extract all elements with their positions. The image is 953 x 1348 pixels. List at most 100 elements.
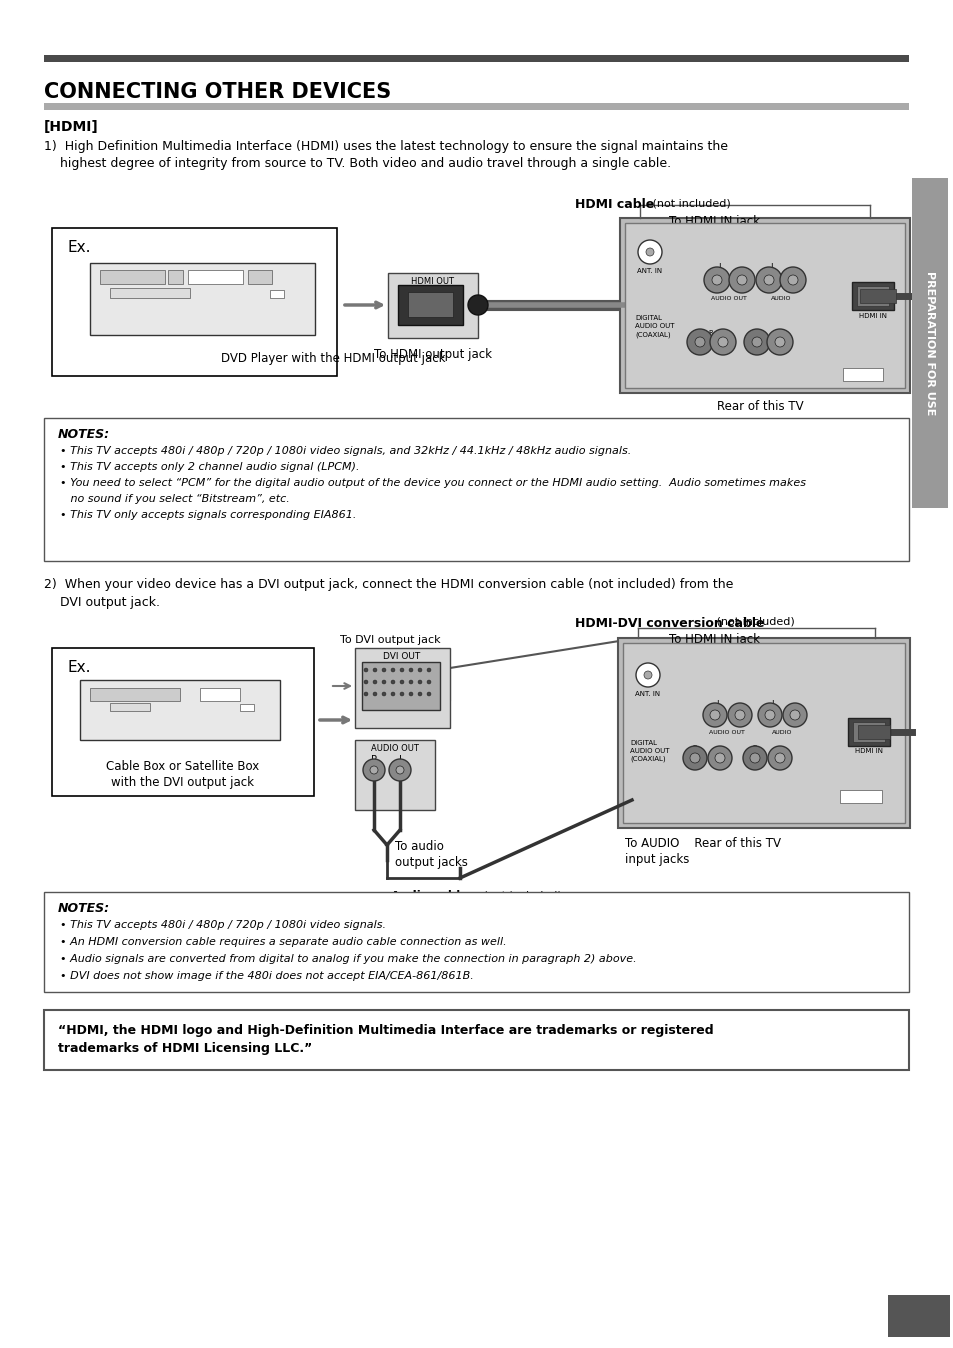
Circle shape [381, 669, 386, 673]
Text: output jacks: output jacks [395, 856, 467, 869]
Text: To AUDIO    Rear of this TV: To AUDIO Rear of this TV [624, 837, 781, 851]
Circle shape [709, 710, 720, 720]
Circle shape [373, 692, 376, 696]
Bar [388, 274, 477, 338]
Circle shape [718, 337, 727, 346]
Bar [856, 286, 888, 306]
Text: AUDIO OUT: AUDIO OUT [710, 297, 746, 301]
Bar [397, 284, 462, 325]
Text: To HDMI output jack: To HDMI output jack [374, 348, 492, 361]
Circle shape [727, 704, 751, 727]
Circle shape [782, 704, 806, 727]
Circle shape [749, 754, 760, 763]
Text: Ex.: Ex. [68, 661, 91, 675]
Circle shape [427, 669, 431, 673]
Bar [840, 790, 882, 803]
Bar [852, 723, 884, 741]
Circle shape [703, 267, 729, 293]
Text: To audio: To audio [395, 840, 443, 853]
Circle shape [682, 745, 706, 770]
Circle shape [767, 745, 791, 770]
Text: ANT. IN: ANT. IN [637, 268, 662, 274]
Bar [857, 725, 889, 739]
Circle shape [645, 248, 654, 256]
Text: [HDMI]: [HDMI] [44, 120, 99, 133]
Bar [618, 638, 909, 828]
Text: • This TV accepts 480i / 480p / 720p / 1080i video signals, and 32kHz / 44.1kHz : • This TV accepts 480i / 480p / 720p / 1… [60, 446, 631, 456]
Text: • This TV accepts 480i / 480p / 720p / 1080i video signals.: • This TV accepts 480i / 480p / 720p / 1… [60, 919, 386, 930]
Text: AUDIO OUT: AUDIO OUT [635, 324, 674, 329]
Bar [270, 290, 284, 298]
Bar [240, 704, 253, 710]
Bar [859, 288, 895, 303]
Text: AUDIO OUT: AUDIO OUT [629, 748, 669, 754]
Bar [44, 102, 908, 111]
Text: To DVI output jack: To DVI output jack [339, 635, 440, 644]
Text: R: R [697, 330, 701, 336]
Bar [44, 892, 908, 992]
Text: Rear of this TV: Rear of this TV [716, 400, 802, 412]
Circle shape [370, 766, 377, 774]
Text: HDMI IN: HDMI IN [858, 313, 886, 319]
Bar [188, 270, 243, 284]
Circle shape [638, 240, 661, 264]
Text: input jacks: input jacks [624, 853, 689, 865]
Circle shape [766, 329, 792, 355]
Text: PREPARATION FOR USE: PREPARATION FOR USE [924, 271, 934, 415]
Text: o: o [266, 274, 272, 284]
Text: highest degree of integrity from source to TV. Both video and audio travel throu: highest degree of integrity from source … [44, 156, 670, 170]
Text: To HDMI IN jack: To HDMI IN jack [668, 634, 760, 646]
Circle shape [417, 692, 421, 696]
Circle shape [714, 754, 724, 763]
Circle shape [399, 692, 403, 696]
Circle shape [763, 275, 773, 284]
Text: HDMI: HDMI [852, 369, 872, 377]
Text: DVD Player with the HDMI output jack: DVD Player with the HDMI output jack [220, 352, 445, 365]
Text: (not included): (not included) [712, 617, 794, 627]
Circle shape [742, 745, 766, 770]
Bar [44, 418, 908, 561]
Text: L: L [715, 700, 720, 709]
Text: Cable Box or Satellite Box: Cable Box or Satellite Box [107, 760, 259, 772]
Circle shape [787, 275, 797, 284]
Circle shape [364, 669, 368, 673]
Text: NOTES:: NOTES: [58, 902, 110, 915]
Bar [911, 178, 947, 508]
Bar [355, 740, 435, 810]
Text: (not included): (not included) [648, 198, 730, 208]
Text: CONNECTING OTHER DEVICES: CONNECTING OTHER DEVICES [44, 82, 391, 102]
Text: R: R [370, 755, 377, 766]
Text: NOTES:: NOTES: [58, 429, 110, 441]
Text: 9: 9 [909, 1299, 926, 1324]
Circle shape [364, 692, 368, 696]
Bar [168, 270, 183, 284]
Circle shape [711, 275, 721, 284]
Text: L: L [770, 700, 775, 709]
Bar [842, 368, 882, 381]
Text: 1)  High Definition Multimedia Interface (HDMI) uses the latest technology to en: 1) High Definition Multimedia Interface … [44, 140, 727, 154]
Circle shape [427, 692, 431, 696]
Text: • DVI does not show image if the 480i does not accept EIA/CEA-861/861B.: • DVI does not show image if the 480i do… [60, 971, 474, 981]
Text: HDMI IN: HDMI IN [854, 748, 882, 754]
Circle shape [734, 710, 744, 720]
Circle shape [789, 710, 800, 720]
Bar [110, 704, 150, 710]
Text: Ex.: Ex. [68, 240, 91, 255]
Bar [248, 270, 272, 284]
Circle shape [636, 663, 659, 687]
Text: L: L [399, 755, 404, 766]
Bar [851, 282, 893, 310]
Circle shape [758, 704, 781, 727]
Text: • Audio signals are converted from digital to analog if you make the connection : • Audio signals are converted from digit… [60, 954, 636, 964]
Text: DIGITAL: DIGITAL [629, 740, 657, 745]
Circle shape [399, 679, 403, 683]
Text: trademarks of HDMI Licensing LLC.”: trademarks of HDMI Licensing LLC.” [58, 1042, 312, 1055]
Circle shape [391, 679, 395, 683]
Text: (not included): (not included) [479, 890, 561, 900]
Circle shape [409, 679, 413, 683]
Text: Audio cable: Audio cable [391, 890, 468, 903]
Text: L: L [717, 263, 721, 272]
Circle shape [686, 329, 712, 355]
Text: with the DVI output jack: with the DVI output jack [112, 776, 254, 789]
Circle shape [373, 669, 376, 673]
